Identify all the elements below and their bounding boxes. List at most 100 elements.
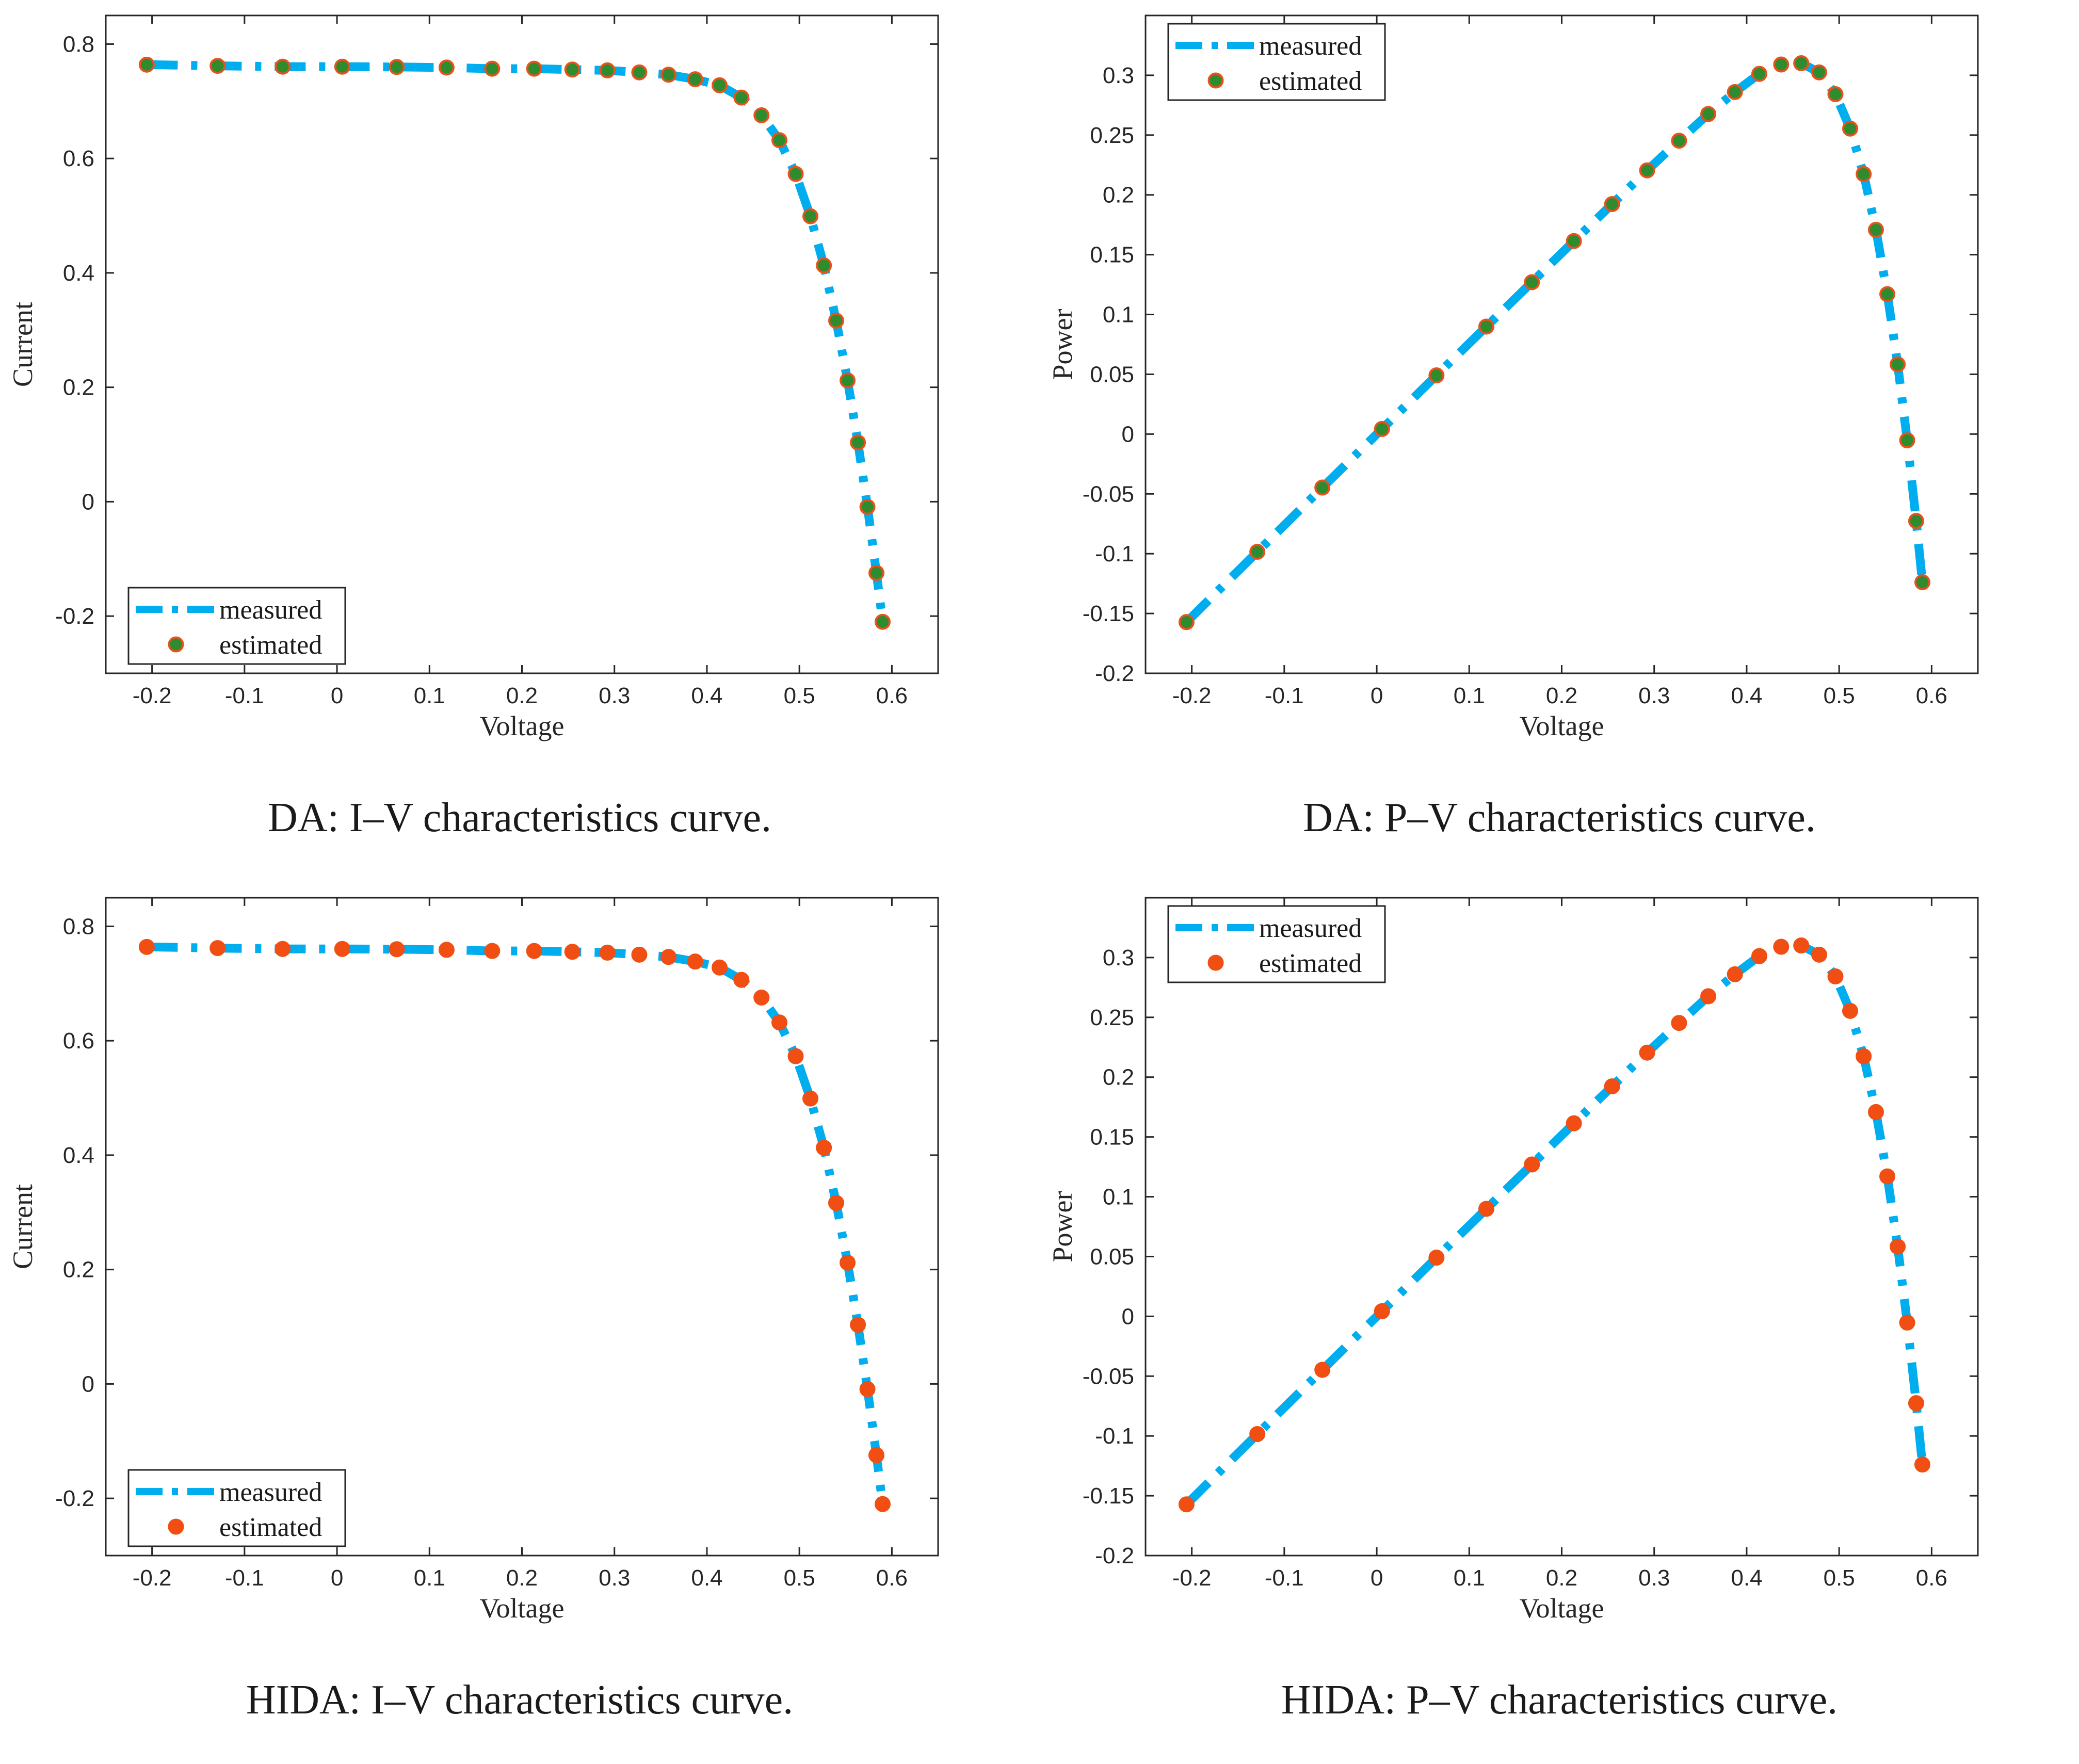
series-estimated-point xyxy=(1867,1104,1884,1120)
y-tick-label: -0.1 xyxy=(1095,541,1134,567)
series-estimated-point xyxy=(687,71,703,88)
y-tick-label: -0.05 xyxy=(1083,481,1134,507)
series-estimated-point xyxy=(1899,1314,1915,1331)
legend-estimated-swatch xyxy=(1207,954,1224,971)
series-estimated-point xyxy=(438,942,455,958)
series-estimated-point xyxy=(389,941,405,958)
series-estimated-point xyxy=(1478,318,1494,335)
caption-da-iv: DA: I–V characteristics curve. xyxy=(268,795,771,840)
series-estimated-point xyxy=(1773,56,1790,73)
legend: measured estimated xyxy=(127,1469,346,1547)
x-tick-label: -0.1 xyxy=(225,1565,264,1591)
y-tick-label: -0.15 xyxy=(1083,1483,1134,1509)
x-tick-label: 0.5 xyxy=(784,1565,815,1591)
series-measured-line xyxy=(1183,59,1927,625)
x-tick-label: 0.2 xyxy=(506,1565,538,1591)
y-tick-label: -0.2 xyxy=(1095,1543,1134,1568)
y-tick-label: -0.15 xyxy=(1083,601,1134,626)
y-axis-label: Power xyxy=(1047,1191,1078,1262)
series-estimated-point xyxy=(816,1140,832,1156)
x-tick-label: 0.2 xyxy=(1546,1565,1577,1591)
y-tick-label: 0.4 xyxy=(63,1143,94,1168)
x-tick-label: 0.4 xyxy=(691,1565,722,1591)
legend-box xyxy=(1167,905,1386,983)
series-estimated-point xyxy=(631,64,648,80)
series-estimated-point xyxy=(1856,166,1872,182)
series-estimated-point xyxy=(526,60,542,77)
series-estimated-point xyxy=(631,946,648,963)
series-estimated-point xyxy=(1727,84,1743,100)
x-tick-label: -0.2 xyxy=(133,683,172,708)
series-estimated-point xyxy=(1879,286,1896,302)
y-tick-label: 0.2 xyxy=(1103,1065,1134,1090)
x-tick-label: 0.5 xyxy=(1824,683,1855,708)
series-estimated-point xyxy=(1773,938,1790,955)
series-estimated-point xyxy=(564,944,581,960)
y-tick-label: 0.8 xyxy=(63,31,94,57)
x-tick-label: 0 xyxy=(331,683,343,708)
x-tick-label: 0.6 xyxy=(876,1565,908,1591)
series-estimated-point xyxy=(1639,162,1655,179)
series-estimated-point xyxy=(1811,946,1827,963)
series-estimated-point xyxy=(1671,1015,1687,1031)
legend: measured estimated xyxy=(1167,23,1386,101)
x-tick-label: 0.6 xyxy=(1916,683,1947,708)
x-axis-label: Voltage xyxy=(480,710,565,741)
series-estimated-point xyxy=(1374,420,1390,437)
panel-da-iv: -0.2 -0.1 0 0.1 0.2 0.3 0.4 0.5 0.6 -0.2 0 0.2 0.4 0.… xyxy=(0,0,1039,882)
x-tick-label: 0.5 xyxy=(784,683,815,708)
series-estimated-point xyxy=(816,257,832,273)
series-estimated-point xyxy=(1566,233,1582,249)
series-estimated-point xyxy=(859,498,876,515)
series-estimated-point xyxy=(1842,1002,1858,1019)
series-estimated-point xyxy=(1524,1156,1540,1173)
series-estimated-point xyxy=(802,1090,818,1107)
x-tick-label: -0.1 xyxy=(225,683,264,708)
series-estimated-point xyxy=(771,1014,787,1031)
x-tick-label: 0.2 xyxy=(506,683,538,708)
y-tick-label: 0 xyxy=(82,489,94,514)
x-tick-label: -0.2 xyxy=(133,1565,172,1591)
series-estimated-point xyxy=(1890,1238,1906,1255)
series-estimated-point xyxy=(1178,1496,1195,1513)
series-estimated-point xyxy=(1428,1250,1445,1266)
series-estimated-point xyxy=(1827,86,1844,103)
x-tick-label: 0 xyxy=(331,1565,343,1591)
series-measured-line xyxy=(147,942,887,1505)
series-estimated-point xyxy=(687,953,703,970)
series-estimated-point xyxy=(526,943,542,959)
series-estimated-point xyxy=(1908,1395,1924,1412)
x-tick-label: 0 xyxy=(1371,683,1383,708)
series-estimated-point xyxy=(660,949,677,965)
legend-box xyxy=(127,1469,346,1547)
series-estimated-point xyxy=(850,1317,866,1333)
y-tick-label: 0 xyxy=(1122,422,1134,447)
series-estimated-point xyxy=(1914,1456,1930,1473)
x-tick-label: 0.1 xyxy=(1454,1565,1485,1591)
series-estimated-point xyxy=(599,944,616,961)
series-estimated-point xyxy=(1751,66,1767,82)
series-estimated-point xyxy=(1727,966,1743,982)
x-tick-label: 0.3 xyxy=(1638,1565,1670,1591)
series-estimated-point xyxy=(1879,1168,1896,1185)
x-tick-label: 0.6 xyxy=(876,683,908,708)
legend-estimated-label: estimated xyxy=(219,1513,322,1542)
y-tick-label: 0.15 xyxy=(1090,1125,1134,1150)
y-tick-label: -0.2 xyxy=(55,1486,94,1511)
series-estimated-point xyxy=(840,1254,856,1271)
legend: measured estimated xyxy=(1167,905,1386,983)
x-tick-label: 0.1 xyxy=(414,683,445,708)
caption-hida-pv: HIDA: P–V characteristics curve. xyxy=(1281,1677,1838,1723)
legend-measured-label: measured xyxy=(1259,31,1362,61)
series-estimated-point xyxy=(1867,221,1884,238)
y-tick-label: 0.2 xyxy=(63,375,94,400)
legend: measured estimated xyxy=(127,587,346,665)
chart-da-pv: -0.2 -0.1 0 0.1 0.2 0.3 0.4 0.5 0.6 -0.2 -0.15 -0.1… xyxy=(1047,14,1979,741)
legend-box xyxy=(127,587,346,665)
y-tick-label: 0.25 xyxy=(1090,123,1134,148)
series-estimated-point xyxy=(1856,1048,1872,1064)
series-estimated-point xyxy=(802,208,818,224)
y-tick-label: 0.05 xyxy=(1090,362,1134,387)
panel-hida-iv: -0.2 -0.1 0 0.1 0.2 0.3 0.4 0.5 0.6 -0.2 0 0.2 0.4 0.… xyxy=(0,882,1039,1764)
legend-estimated-label: estimated xyxy=(1259,949,1362,978)
